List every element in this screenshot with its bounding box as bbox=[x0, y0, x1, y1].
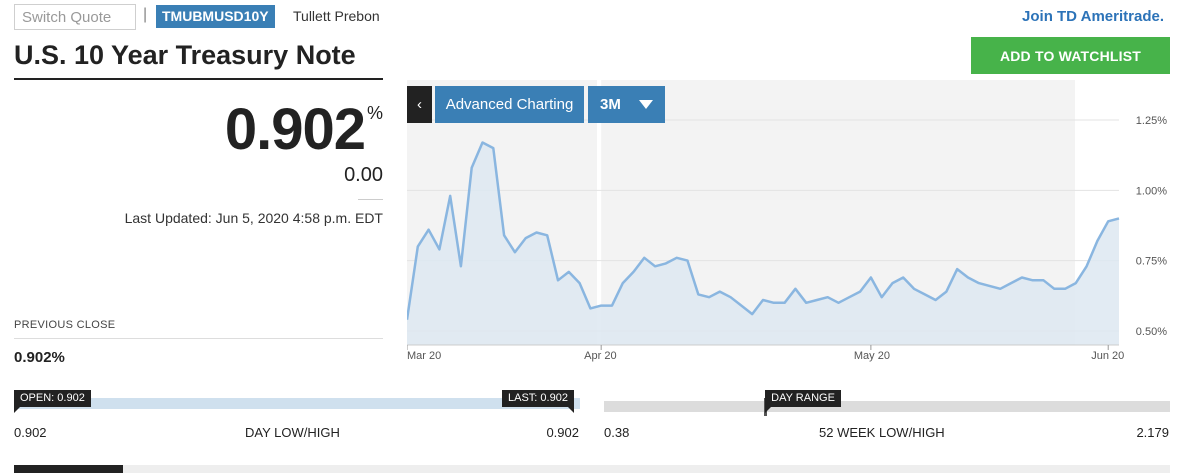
title-divider bbox=[14, 78, 383, 80]
data-source: Tullett Prebon bbox=[293, 8, 380, 24]
series-area bbox=[407, 142, 1119, 345]
last-flag: LAST: 0.902 bbox=[502, 390, 574, 413]
last-updated: Last Updated: Jun 5, 2020 4:58 p.m. EDT bbox=[124, 210, 383, 226]
week-range-bar bbox=[604, 401, 1170, 412]
price-unit: % bbox=[366, 103, 383, 123]
x-tick-label: Apr 20 bbox=[584, 350, 616, 362]
week-low-high-label: 52 WEEK LOW/HIGH bbox=[819, 425, 945, 440]
y-tick-label: 0.50% bbox=[1136, 326, 1167, 338]
add-to-watchlist-button[interactable]: ADD TO WATCHLIST bbox=[971, 37, 1170, 74]
week-high: 2.179 bbox=[1136, 425, 1169, 440]
time-range-select[interactable]: 3M bbox=[588, 86, 665, 123]
page-title: U.S. 10 Year Treasury Note bbox=[14, 40, 356, 70]
tab-strip-active bbox=[14, 465, 123, 473]
x-tick-label: May 20 bbox=[854, 350, 890, 362]
day-range-bar bbox=[14, 398, 580, 409]
day-high: 0.902 bbox=[546, 425, 579, 440]
chevron-left-icon: ‹ bbox=[417, 96, 422, 113]
separator: | bbox=[143, 6, 148, 23]
price-change: 0.00 bbox=[344, 164, 383, 186]
price-row: 0.902% bbox=[225, 96, 383, 163]
advanced-charting-button[interactable]: Advanced Charting bbox=[435, 86, 584, 123]
series-line bbox=[407, 141, 1120, 320]
previous-close-label: PREVIOUS CLOSE bbox=[14, 319, 116, 331]
chart-back-button[interactable]: ‹ bbox=[407, 86, 432, 123]
day-range-flag: DAY RANGE bbox=[765, 390, 841, 413]
week-low: 0.38 bbox=[604, 425, 630, 440]
price-chart: 1.25% 1.00% 0.75% 0.50% Mar 20 Apr 20 May 20 Ju… bbox=[407, 80, 1167, 362]
price-value: 0.902 bbox=[224, 97, 366, 162]
symbol-badge: TMUBMUSD10Y bbox=[156, 5, 275, 28]
change-divider bbox=[358, 199, 383, 200]
x-tick-label: Mar 20 bbox=[407, 350, 441, 362]
x-tick-label: Jun 20 bbox=[1091, 350, 1124, 362]
join-td-ameritrade-link[interactable]: Join TD Ameritrade. bbox=[1022, 8, 1164, 25]
day-low: 0.902 bbox=[14, 425, 47, 440]
open-flag: OPEN: 0.902 bbox=[14, 390, 91, 413]
y-tick-label: 0.75% bbox=[1136, 256, 1167, 268]
day-low-high-label: DAY LOW/HIGH bbox=[245, 425, 340, 440]
tab-strip bbox=[123, 465, 1170, 473]
previous-close-value: 0.902% bbox=[14, 349, 65, 366]
y-tick-label: 1.25% bbox=[1136, 115, 1167, 127]
switch-quote-input[interactable] bbox=[14, 4, 136, 30]
time-range-label: 3M bbox=[600, 96, 621, 113]
previous-close-divider bbox=[14, 338, 383, 339]
y-tick-label: 1.00% bbox=[1136, 185, 1167, 197]
caret-down-icon bbox=[639, 100, 653, 109]
